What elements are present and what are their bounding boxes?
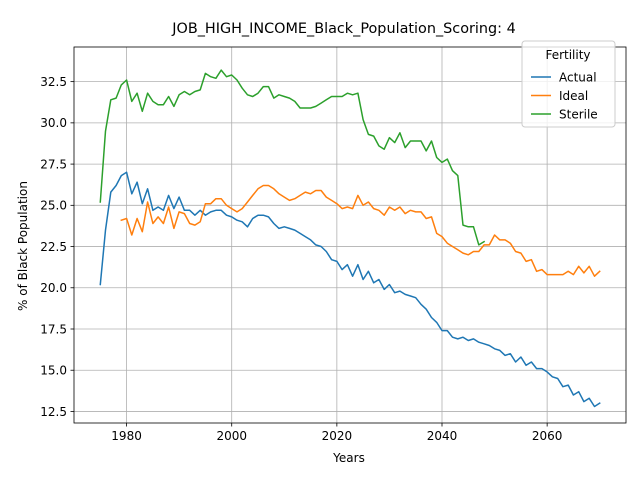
y-tick-label: 17.5 bbox=[40, 322, 67, 336]
x-tick-label: 2020 bbox=[322, 429, 353, 443]
y-axis-label: % of Black Population bbox=[16, 181, 30, 311]
y-tick-label: 22.5 bbox=[40, 240, 67, 254]
y-tick-label: 25.0 bbox=[40, 199, 67, 213]
legend-title: Fertility bbox=[545, 48, 590, 62]
x-tick-label: 2060 bbox=[532, 429, 563, 443]
x-tick-label: 2000 bbox=[216, 429, 247, 443]
y-tick-label: 12.5 bbox=[40, 405, 67, 419]
legend-label-ideal: Ideal bbox=[559, 89, 588, 103]
legend-label-sterile: Sterile bbox=[559, 107, 598, 121]
series-line-ideal bbox=[120, 184, 601, 277]
x-tick-label: 1980 bbox=[111, 429, 142, 443]
legend: Fertility Actual Ideal Sterile bbox=[521, 40, 616, 128]
y-axis: 12.5 15.0 17.5 20.0 22.5 25.0 27.5 30.0 32.5 bbox=[40, 75, 74, 419]
x-axis: 1980 2000 2020 2040 2060 bbox=[111, 423, 562, 443]
y-tick-label: 20.0 bbox=[40, 281, 67, 295]
y-tick-label: 32.5 bbox=[40, 75, 67, 89]
chart-title: JOB_HIGH_INCOME_Black_Population_Scoring… bbox=[171, 21, 516, 37]
x-tick-label: 2040 bbox=[427, 429, 458, 443]
plot-frame bbox=[73, 46, 627, 424]
series-line-actual bbox=[99, 171, 601, 408]
x-axis-label: Years bbox=[332, 451, 365, 465]
legend-label-actual: Actual bbox=[559, 70, 597, 84]
legend-items: Actual Ideal Sterile bbox=[531, 70, 598, 121]
series-line-sterile bbox=[99, 69, 486, 246]
legend-box bbox=[521, 40, 616, 128]
series-layer bbox=[99, 69, 601, 408]
y-tick-label: 15.0 bbox=[40, 364, 67, 378]
y-tick-label: 27.5 bbox=[40, 157, 67, 171]
grid bbox=[74, 47, 626, 423]
y-tick-label: 30.0 bbox=[40, 116, 67, 130]
